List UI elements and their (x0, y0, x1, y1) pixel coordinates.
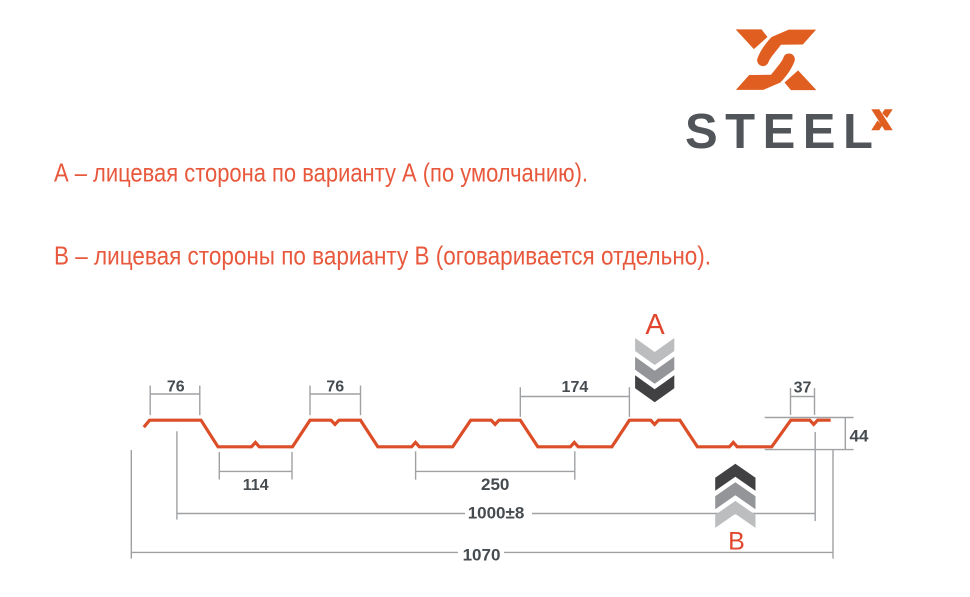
svg-text:А: А (645, 309, 665, 341)
svg-text:А – лицевая сторона по вариант: А – лицевая сторона по варианту А (по ум… (54, 158, 588, 188)
svg-text:STEEL: STEEL (685, 105, 880, 159)
svg-text:250: 250 (481, 475, 509, 494)
svg-text:В: В (728, 528, 745, 556)
svg-text:76: 76 (326, 378, 344, 395)
svg-text:1000±8: 1000±8 (468, 504, 525, 523)
svg-text:1070: 1070 (463, 546, 501, 565)
svg-text:76: 76 (167, 378, 185, 395)
svg-text:114: 114 (243, 477, 269, 494)
svg-text:37: 37 (794, 380, 812, 397)
svg-text:44: 44 (850, 427, 869, 446)
svg-text:174: 174 (562, 379, 589, 396)
svg-text:В – лицевая стороны по вариант: В – лицевая стороны по варианту В (огова… (54, 241, 711, 271)
